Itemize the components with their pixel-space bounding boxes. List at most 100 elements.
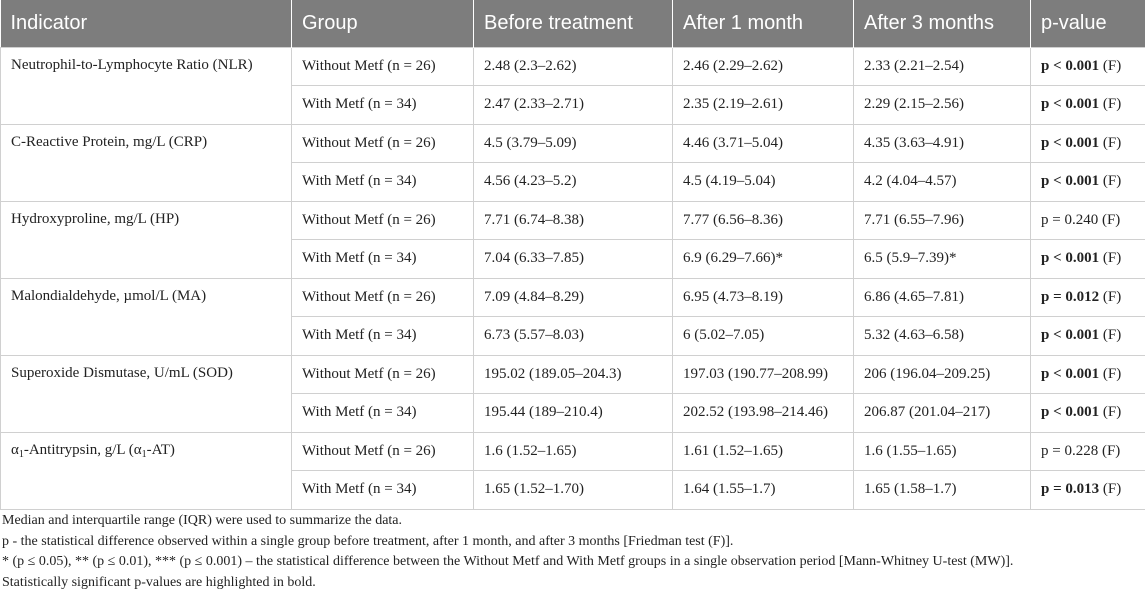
indicator-cell: Hydroxyproline, mg/L (HP) [0,200,292,279]
indicator-cell: α1-Antitrypsin, g/L (α1-AT) [0,431,292,510]
p-value-cell: p < 0.001 (F) [1030,46,1145,86]
p-value-test: (F) [1099,57,1122,74]
before-treatment-cell: 7.09 (4.84–8.29) [473,277,673,317]
group-cell: Without Metf (n = 26) [291,354,474,394]
after-3-months-cell: 206 (196.04–209.25) [853,354,1031,394]
p-value-test: (F) [1098,211,1121,228]
after-3-months-cell: 5.32 (4.63–6.58) [853,316,1031,356]
p-value-text: p < 0.001 [1041,57,1100,74]
p-value-cell: p < 0.001 (F) [1030,354,1145,394]
after-1-month-cell: 6 (5.02–7.05) [672,316,854,356]
p-value-text: p = 0.013 [1041,481,1100,498]
after-1-month-cell: 2.35 (2.19–2.61) [672,85,854,125]
after-1-month-cell: 197.03 (190.77–208.99) [672,354,854,394]
p-value-text: p < 0.001 [1041,96,1100,113]
table-row: C-Reactive Protein, mg/L (CRP) Without Me… [0,123,1145,202]
table-row: With Metf (n = 34) 195.44 (189–210.4) 202.… [1,393,1145,433]
table-row: With Metf (n = 34) 6.73 (5.57–8.03) 6 (5.0… [1,316,1145,356]
p-value-test: (F) [1098,442,1121,459]
p-value-text: p < 0.001 [1041,327,1100,344]
p-value-text: p < 0.001 [1041,404,1100,421]
indicator-subscript: 1 [141,448,147,460]
before-treatment-cell: 1.6 (1.52–1.65) [473,431,673,471]
header-after-3-months: After 3 months [853,0,1031,47]
after-3-months-cell: 1.65 (1.58–1.7) [853,470,1031,510]
p-value-test: (F) [1099,173,1122,190]
after-3-months-cell: 4.35 (3.63–4.91) [853,123,1031,163]
header-row: Indicator Group Before treatment After 1… [0,0,1145,47]
p-value-test: (F) [1099,134,1122,151]
p-value-cell: p = 0.012 (F) [1030,277,1145,317]
footnote: p - the statistical difference observed … [2,533,734,549]
after-3-months-cell: 2.33 (2.21–2.54) [853,46,1031,86]
table-row: Malondialdehyde, µmol/L (MA) Without Metf… [0,277,1145,356]
header-group: Group [291,0,474,47]
p-value-text: p < 0.001 [1041,365,1100,382]
before-treatment-cell: 1.65 (1.52–1.70) [473,470,673,510]
p-value-text: p < 0.001 [1041,134,1100,151]
p-value-text: p = 0.012 [1041,288,1100,305]
group-cell: With Metf (n = 34) [291,316,474,356]
group-cell: With Metf (n = 34) [291,393,474,433]
indicator-cell: Superoxide Dismutase, U/mL (SOD) [0,354,292,433]
group-cell: Without Metf (n = 26) [291,277,474,317]
after-3-months-cell: 4.2 (4.04–4.57) [853,162,1031,202]
p-value-test: (F) [1099,96,1122,113]
table-footnotes: Median and interquartile range (IQR) wer… [2,511,1013,593]
p-value-test: (F) [1099,404,1122,421]
indicator-text: -Antitrypsin, g/L (α [23,441,142,458]
p-value-cell: p < 0.001 (F) [1030,239,1145,279]
before-treatment-cell: 7.04 (6.33–7.85) [473,239,673,279]
table-row: With Metf (n = 34) 1.65 (1.52–1.70) 1.64 (… [1,470,1145,510]
after-1-month-cell: 202.52 (193.98–214.46) [672,393,854,433]
indicator-cell: Malondialdehyde, µmol/L (MA) [0,277,292,356]
group-cell: Without Metf (n = 26) [291,200,474,240]
table-row: With Metf (n = 34) 2.47 (2.33–2.71) 2.35 (… [1,85,1145,125]
p-value-cell: p < 0.001 (F) [1030,85,1145,125]
group-cell: Without Metf (n = 26) [291,431,474,471]
after-1-month-cell: 7.77 (6.56–8.36) [672,200,854,240]
table-row: Hydroxyproline, mg/L (HP) Without Metf (n… [0,200,1145,279]
group-cell: With Metf (n = 34) [291,470,474,510]
header-indicator: Indicator [0,0,292,47]
results-table: Indicator Group Before treatment After 1… [0,0,1145,510]
table-row: α1-Antitrypsin, g/L (α1-AT) Without Metf … [0,431,1145,510]
p-value-test: (F) [1099,250,1122,267]
before-treatment-cell: 4.5 (3.79–5.09) [473,123,673,163]
after-3-months-cell: 1.6 (1.55–1.65) [853,431,1031,471]
footnote: * (p ≤ 0.05), ** (p ≤ 0.01), *** (p ≤ 0.… [2,554,1014,569]
indicator-text: α [11,441,19,458]
before-treatment-cell: 2.47 (2.33–2.71) [473,85,673,125]
before-treatment-cell: 2.48 (2.3–2.62) [473,46,673,86]
table-row: Superoxide Dismutase, U/mL (SOD) Without … [0,354,1145,433]
indicator-cell: C-Reactive Protein, mg/L (CRP) [0,123,292,202]
header-after-1-month: After 1 month [672,0,854,47]
after-1-month-cell: 1.64 (1.55–1.7) [672,470,854,510]
table-row: Neutrophil-to-Lymphocyte Ratio (NLR) With… [0,46,1145,125]
footnote: Statistically significant p-values are h… [2,574,316,590]
after-1-month-cell: 6.95 (4.73–8.19) [672,277,854,317]
p-value-cell: p = 0.013 (F) [1030,470,1145,510]
p-value-text: p < 0.001 [1041,250,1100,267]
header-before-treatment: Before treatment [473,0,673,47]
before-treatment-cell: 195.44 (189–210.4) [473,393,673,433]
before-treatment-cell: 6.73 (5.57–8.03) [473,316,673,356]
before-treatment-cell: 195.02 (189.05–204.3) [473,354,673,394]
p-value-test: (F) [1099,288,1122,305]
after-3-months-cell: 6.86 (4.65–7.81) [853,277,1031,317]
after-3-months-cell: 2.29 (2.15–2.56) [853,85,1031,125]
after-1-month-cell: 6.9 (6.29–7.66)* [672,239,854,279]
after-1-month-cell: 4.5 (4.19–5.04) [672,162,854,202]
after-3-months-cell: 206.87 (201.04–217) [853,393,1031,433]
p-value-cell: p < 0.001 (F) [1030,123,1145,163]
p-value-text: p = 0.240 [1041,211,1099,228]
group-cell: Without Metf (n = 26) [291,46,474,86]
p-value-test: (F) [1099,327,1122,344]
after-1-month-cell: 4.46 (3.71–5.04) [672,123,854,163]
indicator-cell: Neutrophil-to-Lymphocyte Ratio (NLR) [0,46,292,125]
footnote: Median and interquartile range (IQR) wer… [2,513,403,528]
group-cell: With Metf (n = 34) [291,85,474,125]
before-treatment-cell: 7.71 (6.74–8.38) [473,200,673,240]
header-p-value: p-value [1030,0,1145,47]
p-value-cell: p = 0.228 (F) [1030,431,1145,471]
